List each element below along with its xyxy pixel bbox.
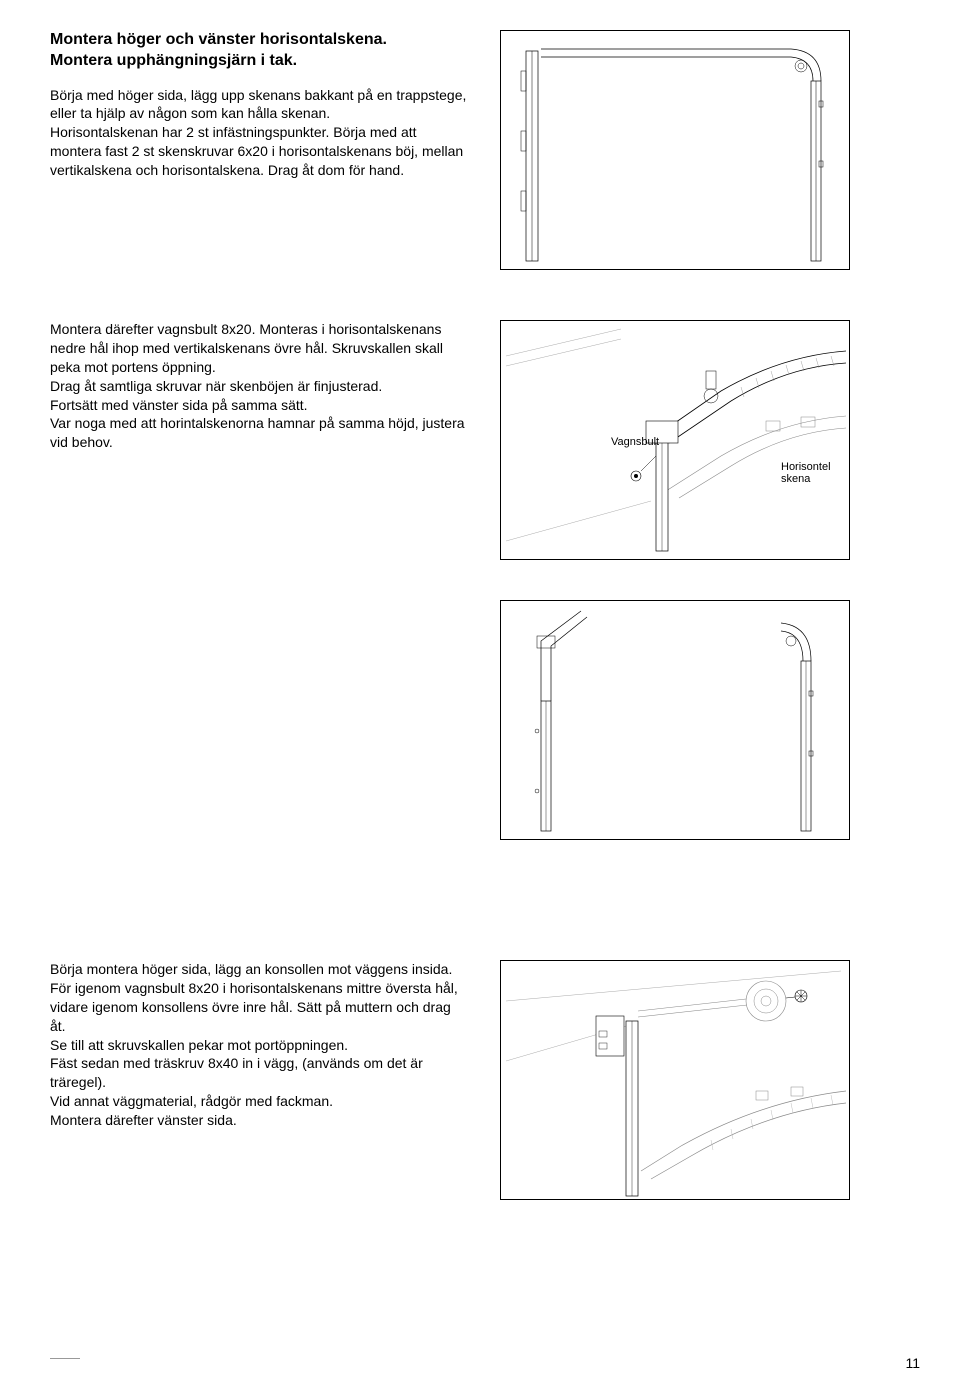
section-3-body: Börja montera höger sida, lägg an konsol… — [50, 960, 470, 1130]
section-1-heading: Montera höger och vänster horisontalsken… — [50, 30, 470, 72]
diagram-4 — [500, 960, 850, 1200]
section-1-text: Montera höger och vänster horisontalsken… — [50, 30, 470, 270]
footer-line — [50, 1358, 80, 1359]
section-1-diagram-col — [500, 30, 920, 270]
page-number: 11 — [905, 1355, 920, 1371]
section-2-body: Montera därefter vagnsbult 8x20. Montera… — [50, 320, 470, 452]
label-horisontel: Horisontel skena — [781, 461, 841, 485]
diagram-1 — [500, 30, 850, 270]
section-3-text: Börja montera höger sida, lägg an konsol… — [50, 960, 470, 1200]
diagram-3 — [500, 600, 850, 840]
section-2: Montera därefter vagnsbult 8x20. Montera… — [50, 320, 920, 840]
section-1-body: Börja med höger sida, lägg upp skenans b… — [50, 86, 470, 180]
section-2-text: Montera därefter vagnsbult 8x20. Montera… — [50, 320, 470, 840]
section-3-diagram-col — [500, 960, 920, 1200]
section-3: Börja montera höger sida, lägg an konsol… — [50, 960, 920, 1200]
section-1: Montera höger och vänster horisontalsken… — [50, 30, 920, 270]
diagram-2: Vagnsbult Horisontel skena — [500, 320, 850, 560]
label-vagnsbult: Vagnsbult — [611, 436, 659, 448]
section-2-diagram-col: Vagnsbult Horisontel skena — [500, 320, 920, 840]
